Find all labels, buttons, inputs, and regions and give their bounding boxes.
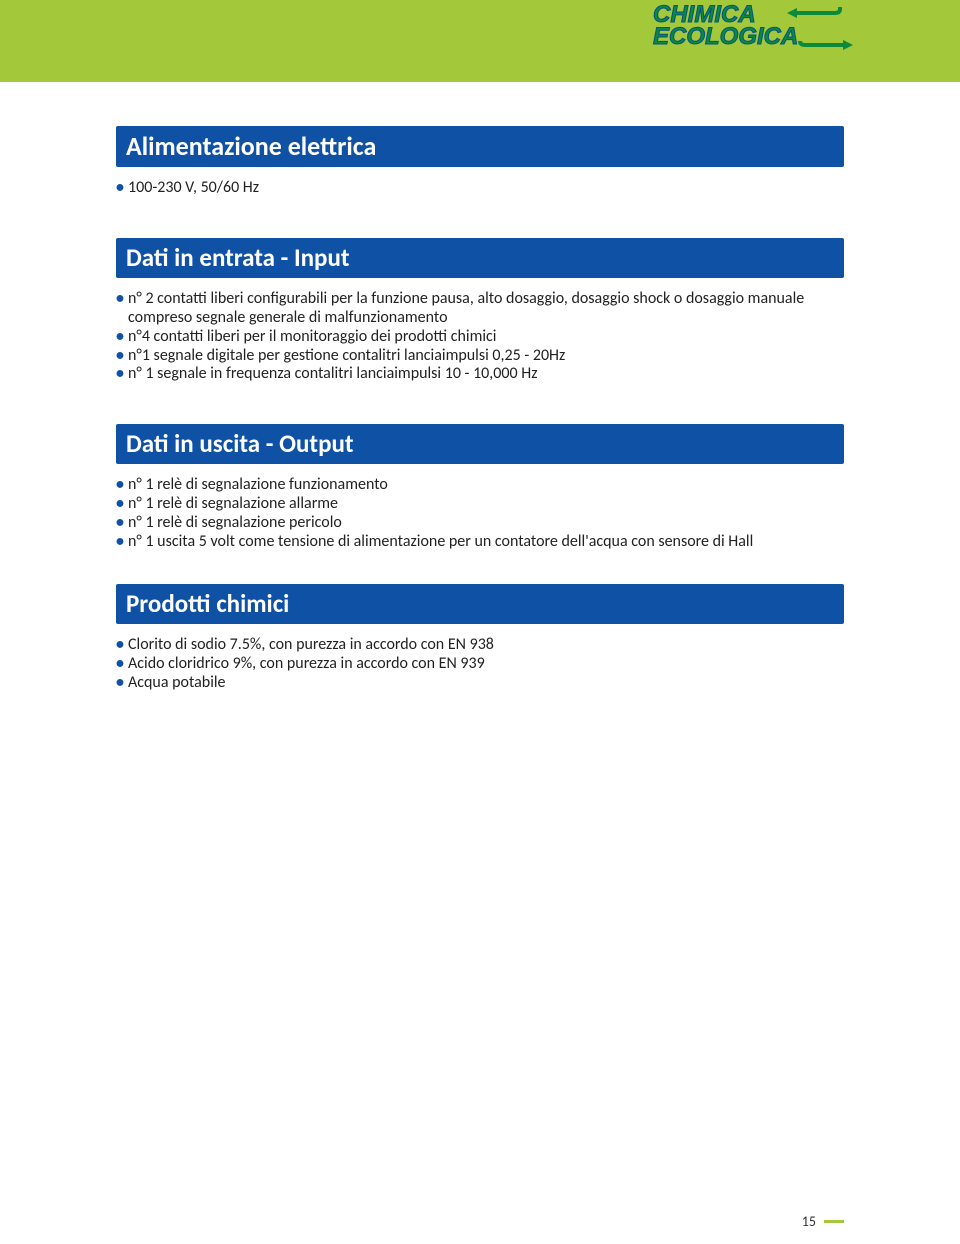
list-item: n° 1 segnale in frequenza contalitri lan… xyxy=(116,365,844,384)
page-number: 15 xyxy=(802,1213,816,1230)
list-item: Acqua potabile xyxy=(116,674,844,693)
logo-arrow-bottom-icon xyxy=(795,38,855,52)
list-item: n° 1 relè di segnalazione funzionamento xyxy=(116,476,844,495)
section-title-chemicals: Prodotti chimici xyxy=(116,584,844,624)
list-item: n° 1 uscita 5 volt come tensione di alim… xyxy=(116,533,844,552)
list-input: n° 2 contatti liberi configurabili per l… xyxy=(116,290,844,384)
section-title-output: Dati in uscita - Output xyxy=(116,424,844,464)
list-item: n°1 segnale digitale per gestione contal… xyxy=(116,347,844,366)
section-title-power: Alimentazione elettrica xyxy=(116,126,844,167)
list-power: 100-230 V, 50/60 Hz xyxy=(116,179,844,198)
list-item: n°4 contatti liberi per il monitoraggio … xyxy=(116,328,844,347)
page-content: Alimentazione elettrica 100-230 V, 50/60… xyxy=(0,82,960,692)
list-item: Acido cloridrico 9%, con purezza in acco… xyxy=(116,655,844,674)
list-item: n° 2 contatti liberi configurabili per l… xyxy=(116,290,844,328)
page-footer: 15 xyxy=(802,1213,844,1230)
list-item: n° 1 relè di segnalazione allarme xyxy=(116,495,844,514)
list-item: Clorito di sodio 7.5%, con purezza in ac… xyxy=(116,636,844,655)
section-title-input: Dati in entrata - Input xyxy=(116,238,844,278)
list-output: n° 1 relè di segnalazione funzionamento … xyxy=(116,476,844,552)
logo-chimica-ecologica: CHIMICA ECOLOGICA xyxy=(653,4,845,54)
list-item: n° 1 relè di segnalazione pericolo xyxy=(116,514,844,533)
page-footer-rule xyxy=(824,1220,844,1223)
list-chemicals: Clorito di sodio 7.5%, con purezza in ac… xyxy=(116,636,844,693)
list-item: 100-230 V, 50/60 Hz xyxy=(116,179,844,198)
header-bar: CHIMICA ECOLOGICA xyxy=(0,0,960,82)
